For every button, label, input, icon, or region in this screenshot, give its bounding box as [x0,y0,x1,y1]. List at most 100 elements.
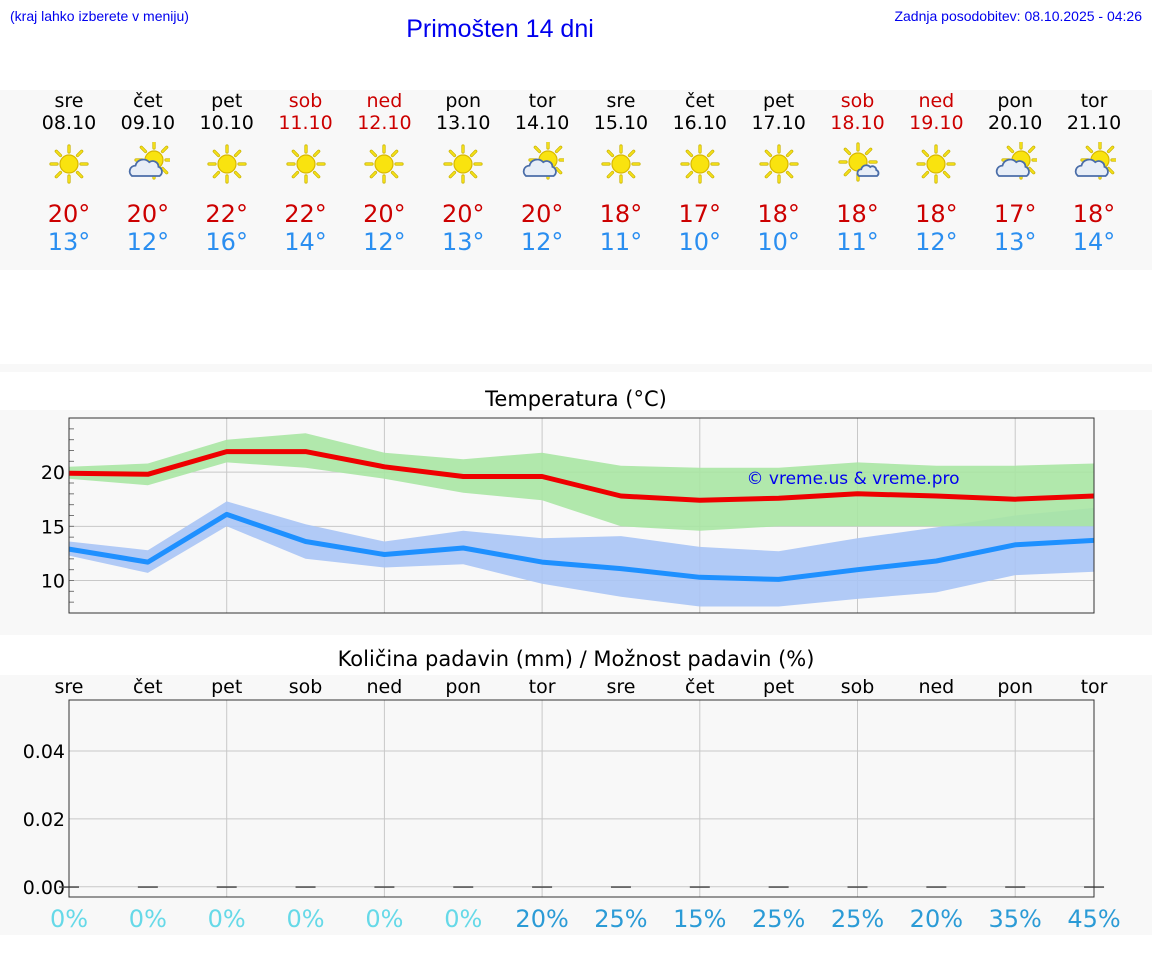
temperature-chart: 10 15 20 © vreme.us & vreme.pro [41,417,1095,614]
min-temperature: 11° [599,228,643,256]
precip-chance: 35% [989,905,1042,933]
day-column: čet 09.10 20° 12° [108,90,188,256]
max-temperature: 22° [284,200,327,228]
day-column: ned 19.10 18° 12° [896,90,976,256]
day-date: 09.10 [120,112,176,134]
precip-chance: 0% [50,905,88,933]
day-name: pet [763,90,795,112]
day-name: čet [133,90,163,112]
day-name: pon [997,90,1034,112]
min-temperature: 14° [1072,228,1116,256]
precipitation-chart: sre čet pet sob ned pon tor sre čet pet sob ned pon t… [23,676,1121,933]
day-column: pet 10.10 22° 16° [187,90,267,256]
max-temperature: 20° [363,200,406,228]
sun-icon [29,134,109,194]
max-temperature: 18° [599,200,643,228]
max-temperature: 18° [757,200,800,228]
day-date: 08.10 [41,112,97,134]
location-hint[interactable]: (kraj lahko izberete v meniju) [10,8,189,24]
day-name: pon [445,90,482,112]
day-column: sob 18.10 18° 11° [818,90,898,256]
day-date: 19.10 [909,112,964,134]
watermark: © vreme.us & vreme.pro [746,469,959,489]
sun-cloud-icon [108,134,188,194]
max-temperature: 20° [47,200,91,228]
y-tick-label: 0.04 [23,741,65,763]
min-temperature: 11° [836,228,879,256]
sun-cloud-icon [1054,134,1134,194]
day-label: sob [289,676,323,698]
precip-bar [610,886,631,888]
min-temperature: 12° [520,228,564,256]
plot-frame [68,699,1095,898]
last-update: Zadnja posodobitev: 08.10.2025 - 04:26 [894,8,1142,24]
day-date: 21.10 [1066,112,1122,134]
y-tick-label: 0.00 [23,877,65,899]
day-date: 20.10 [987,112,1043,134]
sun-cloud-icon [502,134,582,194]
precip-chance: 45% [1067,905,1120,933]
precip-chance: 0% [129,905,167,933]
day-date: 17.10 [751,112,806,134]
day-label: sob [841,676,875,698]
precip-bar [137,886,158,888]
day-name: pet [211,90,243,112]
precip-bar [216,886,237,888]
sun-icon [896,134,976,194]
min-temperature: 10° [757,228,800,256]
day-name: sob [840,90,875,112]
day-label: pon [445,676,481,698]
precip-chance: 0% [444,905,482,933]
min-temperature: 12° [363,228,406,256]
day-date: 15.10 [593,112,649,134]
day-column: sob 11.10 22° 14° [266,90,346,256]
day-name: sre [606,90,636,112]
max-temperature: 18° [836,200,879,228]
day-column: pon 13.10 20° 13° [423,90,503,256]
min-temperature: 13° [441,228,485,256]
max-temperature: 17° [678,200,722,228]
y-tick-label: 0.02 [23,809,65,831]
sun-icon [423,134,503,194]
day-date: 11.10 [278,112,333,134]
last-update-label: Zadnja posodobitev: [894,8,1021,24]
precip-bar [847,886,868,888]
max-temperature: 22° [205,200,248,228]
max-temperature: 18° [1072,200,1116,228]
day-name: ned [366,90,403,112]
day-column: ned 12.10 20° 12° [344,90,424,256]
precip-bar [1005,886,1026,888]
min-temperature: 12° [126,228,170,256]
day-column: sre 15.10 18° 11° [581,90,661,256]
day-label: čet [133,676,163,698]
day-date: 14.10 [514,112,570,134]
day-name: sre [54,90,84,112]
day-column: čet 16.10 17° 10° [660,90,740,256]
day-label: čet [685,676,715,698]
precip-bar [295,886,316,888]
precip-chance: 25% [594,905,647,933]
sun-cloud-icon [975,134,1055,194]
day-date: 10.10 [199,112,254,134]
day-name: čet [685,90,715,112]
y-tick-label: 10 [41,571,65,593]
day-label: sre [606,676,635,698]
day-label: sre [55,676,84,698]
plot-area [69,700,1094,897]
precip-bar [768,886,789,888]
sun-icon [266,134,346,194]
day-label: pon [997,676,1033,698]
y-tick-label: 20 [41,462,65,484]
precip-chance: 20% [910,905,963,933]
plot-frame [68,417,1095,614]
min-temperature: 10° [678,228,722,256]
sun-icon [660,134,740,194]
precip-bar [532,886,553,888]
day-column: tor 21.10 18° 14° [1054,90,1134,256]
precip-chance: 25% [752,905,805,933]
day-date: 18.10 [830,112,885,134]
min-temperature: 13° [993,228,1037,256]
sun-icon [739,134,819,194]
min-temperature: 14° [284,228,327,256]
day-name: tor [1080,90,1108,112]
